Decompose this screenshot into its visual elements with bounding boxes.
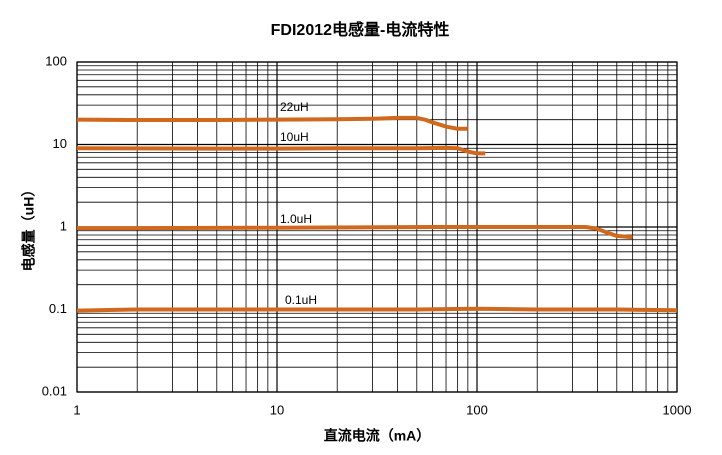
y-tick-label: 0.1: [49, 301, 67, 316]
x-tick-label: 10: [270, 402, 284, 417]
series-line: [76, 306, 678, 313]
x-axis-label: 直流电流（mA）: [324, 428, 431, 444]
series-line: [76, 115, 468, 131]
y-tick-label: 0.01: [42, 383, 67, 398]
series-label: 0.1uH: [285, 293, 317, 307]
y-axis-label: 电感量（uH）: [21, 183, 37, 272]
series-label: 22uH: [280, 100, 309, 114]
series-label: 10uH: [280, 130, 309, 144]
x-tick-label: 1: [73, 402, 80, 417]
x-tick-label: 1000: [663, 402, 692, 417]
y-tick-label: 10: [53, 136, 67, 151]
y-tick-label: 1: [60, 218, 67, 233]
series-line: [77, 225, 633, 240]
series-label: 1.0uH: [280, 212, 312, 226]
y-tick-label: 100: [45, 53, 67, 68]
x-tick-label: 100: [466, 402, 488, 417]
chart-title: FDI2012电感量-电流特性: [271, 20, 450, 39]
series-line: [76, 145, 486, 156]
